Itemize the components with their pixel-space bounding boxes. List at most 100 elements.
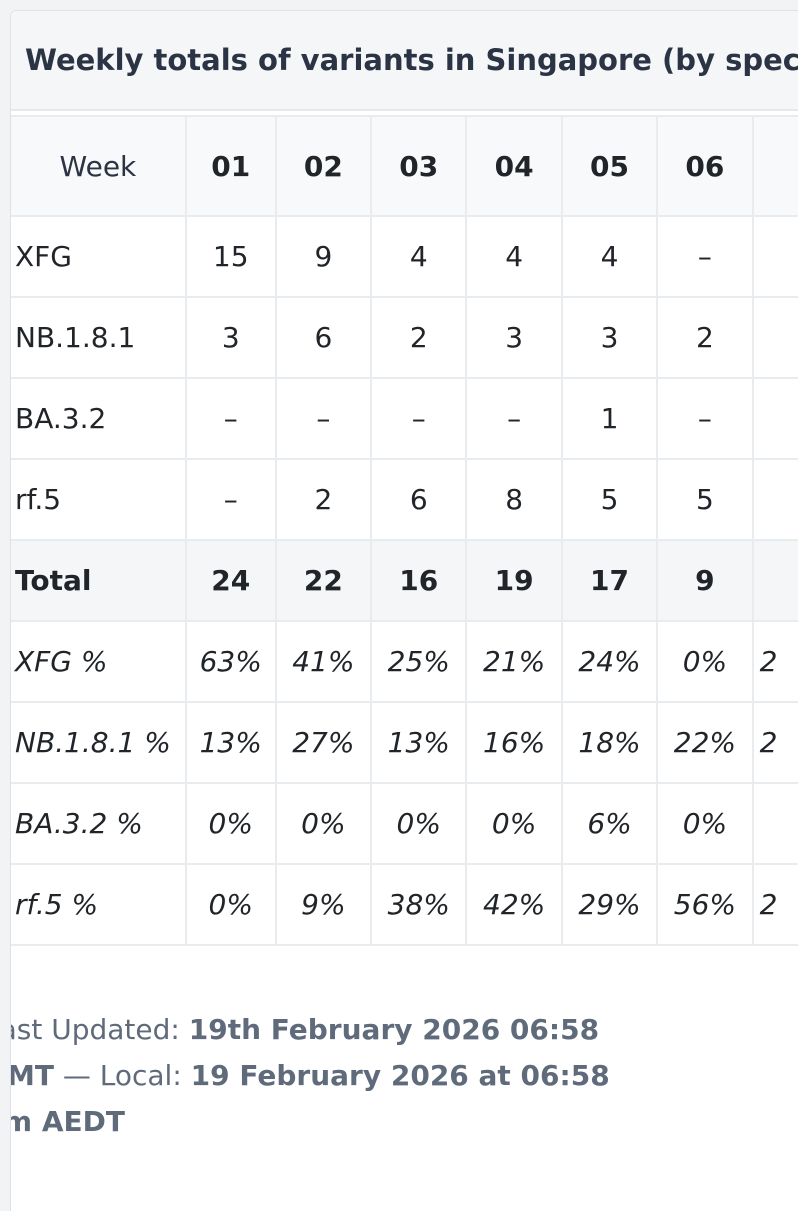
table-cell: 2 [370,296,468,379]
table-row: NB.1.8.1 3 6 2 3 3 2 [11,296,798,379]
last-updated-label: Last Updated: [11,1013,180,1046]
table-cell: 2 [751,863,798,946]
table-cell: – [656,215,754,298]
table-cell: 15 [184,215,277,298]
table-cell: 4 [465,215,563,298]
table-cell [751,296,798,379]
table-cell: 6 [370,458,468,541]
table-cell: 21% [465,620,563,703]
table-row: XFG % 63% 41% 25% 21% 24% 0% 2 [11,620,798,703]
row-label: BA.3.2 [11,377,187,460]
table-cell: 6% [560,782,659,865]
table-cell: 0% [184,782,277,865]
table-row: BA.3.2 % 0% 0% 0% 0% 6% 0% [11,782,798,865]
table-cell: – [184,458,277,541]
table-cell: 8 [465,458,563,541]
table-cell: 2 [751,701,798,784]
timezone-label: GMT [10,1059,54,1092]
week-column-header: 04 [465,115,563,217]
local-time-value: 19 February 2026 at 06:58 [190,1059,610,1092]
table-cell: 0% [465,782,563,865]
table-cell: 0% [656,782,754,865]
table-cell: 4 [560,215,659,298]
table-cell: 42% [465,863,563,946]
table-cell: 0% [184,863,277,946]
variants-table-card: Weekly totals of variants in Singapore (… [10,10,798,1211]
table-row: rf.5 % 0% 9% 38% 42% 29% 56% 2 [11,863,798,946]
table-caption: Weekly totals of variants in Singapore (… [11,11,798,111]
table-cell: 3 [184,296,277,379]
table-cell: 9% [274,863,373,946]
table-row: NB.1.8.1 % 13% 27% 13% 16% 18% 22% 2 [11,701,798,784]
table-cell [751,458,798,541]
table-body: XFG 15 9 4 4 4– NB.1.8.1 3 6 2 3 3 2 BA.3.2– – – –1– rf.5… [11,215,798,946]
table-cell: 2 [656,296,754,379]
table-cell [751,215,798,298]
table-cell: 63% [184,620,277,703]
table-cell: 16 [370,539,468,622]
table-cell: – [274,377,373,460]
week-column-header: 05 [560,115,659,217]
header-row: Week 01 02 03 04 05 06 [11,115,798,217]
table-cell: 24% [560,620,659,703]
table-cell: 18% [560,701,659,784]
local-timezone: am AEDT [11,1105,125,1138]
table-cell: 3 [465,296,563,379]
table-cell: 9 [656,539,754,622]
table-cell [751,377,798,460]
table-cell: 16% [465,701,563,784]
table-cell: 13% [370,701,468,784]
table-cell: 4 [370,215,468,298]
table-cell: 41% [274,620,373,703]
row-label: rf.5 [11,458,187,541]
week-column-header: 06 [656,115,754,217]
table-cell: 38% [370,863,468,946]
table-cell: 56% [656,863,754,946]
table-cell: – [656,377,754,460]
table-cell: 22 [274,539,373,622]
table-cell [751,539,798,622]
table-cell: 0% [370,782,468,865]
table-cell: 19 [465,539,563,622]
week-column-header: 02 [274,115,373,217]
week-column-header [751,115,798,217]
table-cell: 25% [370,620,468,703]
last-updated-footer: Last Updated: 19th February 2026 06:58 G… [10,1007,744,1145]
table-cell: 0% [274,782,373,865]
table-row: rf.5–2 6 8 5 5 [11,458,798,541]
variants-table: Week 01 02 03 04 05 06 XFG 15 9 4 4 4– NB.1.8.… [11,115,798,946]
row-label: XFG % [11,620,187,703]
local-time-label: — Local: [53,1059,182,1092]
table-cell: 29% [560,863,659,946]
row-label: XFG [11,215,187,298]
row-label: NB.1.8.1 % [11,701,187,784]
row-label: Total [11,539,187,622]
table-row: BA.3.2– – – –1– [11,377,798,460]
table-cell: 17 [560,539,659,622]
week-header: Week [11,115,187,217]
table-cell: 5 [656,458,754,541]
row-label: rf.5 % [11,863,187,946]
row-label: NB.1.8.1 [11,296,187,379]
table-cell: 9 [274,215,373,298]
week-column-header: 03 [370,115,468,217]
table-cell: – [370,377,468,460]
table-cell: 24 [184,539,277,622]
table-cell: 1 [560,377,659,460]
table-cell: 2 [274,458,373,541]
table-row: Total 24 22 16 19 17 9 [11,539,798,622]
table-cell: – [184,377,277,460]
last-updated-value: 19th February 2026 06:58 [188,1013,600,1046]
table-cell: 27% [274,701,373,784]
table-cell: 0% [656,620,754,703]
table-cell: 13% [184,701,277,784]
row-label: BA.3.2 % [11,782,187,865]
week-column-header: 01 [184,115,277,217]
table-cell: 3 [560,296,659,379]
table-cell: – [465,377,563,460]
table-cell: 2 [751,620,798,703]
table-row: XFG 15 9 4 4 4– [11,215,798,298]
table-cell [751,782,798,865]
table-cell: 6 [274,296,373,379]
table-cell: 5 [560,458,659,541]
